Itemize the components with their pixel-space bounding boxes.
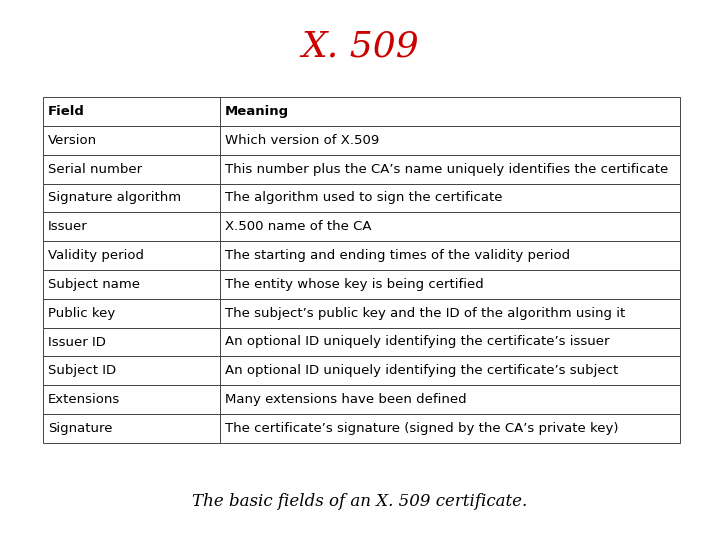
Text: The entity whose key is being certified: The entity whose key is being certified xyxy=(225,278,483,291)
Text: This number plus the CA’s name uniquely identifies the certificate: This number plus the CA’s name uniquely … xyxy=(225,163,668,176)
Text: Subject name: Subject name xyxy=(48,278,140,291)
Bar xyxy=(43,270,220,299)
Text: The algorithm used to sign the certificate: The algorithm used to sign the certifica… xyxy=(225,192,502,205)
Bar xyxy=(43,212,220,241)
Text: Which version of X.509: Which version of X.509 xyxy=(225,134,379,147)
Bar xyxy=(43,356,220,385)
Bar xyxy=(220,385,680,414)
Text: The subject’s public key and the ID of the algorithm using it: The subject’s public key and the ID of t… xyxy=(225,307,625,320)
Bar xyxy=(43,328,220,356)
Bar xyxy=(43,241,220,270)
Bar xyxy=(43,184,220,212)
Text: Extensions: Extensions xyxy=(48,393,120,406)
Text: The certificate’s signature (signed by the CA’s private key): The certificate’s signature (signed by t… xyxy=(225,422,618,435)
Text: Signature algorithm: Signature algorithm xyxy=(48,192,181,205)
Text: X. 509: X. 509 xyxy=(301,30,419,64)
Text: Field: Field xyxy=(48,105,85,118)
Text: Many extensions have been defined: Many extensions have been defined xyxy=(225,393,467,406)
Bar xyxy=(220,126,680,155)
Text: Serial number: Serial number xyxy=(48,163,143,176)
Text: The basic fields of an X. 509 certificate.: The basic fields of an X. 509 certificat… xyxy=(192,494,528,510)
Text: An optional ID uniquely identifying the certificate’s subject: An optional ID uniquely identifying the … xyxy=(225,364,618,377)
Text: Public key: Public key xyxy=(48,307,115,320)
Bar xyxy=(220,155,680,184)
Bar xyxy=(220,97,680,126)
Text: Issuer: Issuer xyxy=(48,220,88,233)
Bar xyxy=(220,241,680,270)
Bar xyxy=(220,212,680,241)
Text: Subject ID: Subject ID xyxy=(48,364,117,377)
Text: Signature: Signature xyxy=(48,422,113,435)
Bar xyxy=(220,414,680,443)
Bar xyxy=(43,155,220,184)
Bar xyxy=(43,97,220,126)
Text: Meaning: Meaning xyxy=(225,105,289,118)
Text: Validity period: Validity period xyxy=(48,249,144,262)
Text: X.500 name of the CA: X.500 name of the CA xyxy=(225,220,371,233)
Bar xyxy=(43,414,220,443)
Bar xyxy=(220,356,680,385)
Text: Issuer ID: Issuer ID xyxy=(48,335,106,348)
Bar xyxy=(43,126,220,155)
Bar xyxy=(220,184,680,212)
Bar xyxy=(220,328,680,356)
Bar xyxy=(220,270,680,299)
Text: Version: Version xyxy=(48,134,97,147)
Text: An optional ID uniquely identifying the certificate’s issuer: An optional ID uniquely identifying the … xyxy=(225,335,609,348)
Bar xyxy=(43,299,220,328)
Bar xyxy=(43,385,220,414)
Bar xyxy=(220,299,680,328)
Text: The starting and ending times of the validity period: The starting and ending times of the val… xyxy=(225,249,570,262)
